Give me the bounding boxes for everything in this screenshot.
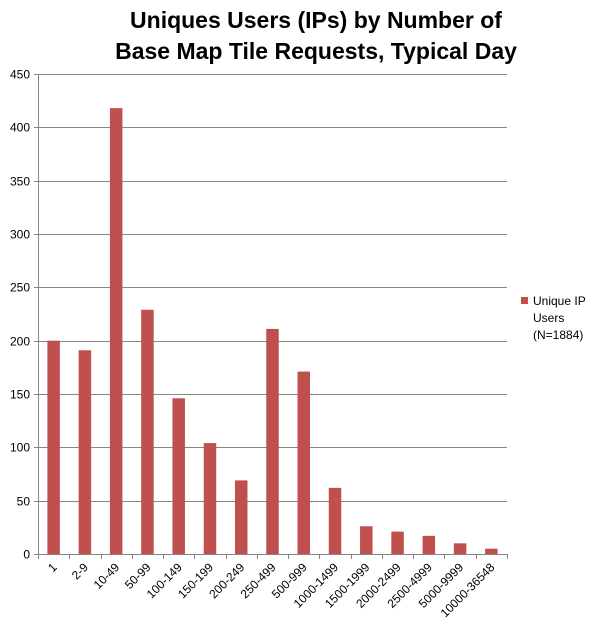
bar xyxy=(297,371,311,554)
y-tick-label: 50 xyxy=(17,495,31,509)
y-tick-label: 400 xyxy=(10,121,30,135)
legend: Unique IP Users (N=1884) xyxy=(521,294,586,342)
y-tick-label: 0 xyxy=(23,548,30,562)
bar xyxy=(172,398,185,554)
y-tick-label: 100 xyxy=(10,441,30,455)
legend-swatch xyxy=(521,297,528,304)
y-tick-label: 300 xyxy=(10,228,30,242)
bar xyxy=(109,108,123,554)
x-tick-label: 1 xyxy=(45,560,60,575)
bar xyxy=(328,487,342,554)
bars xyxy=(47,108,498,554)
bar xyxy=(266,328,279,554)
y-tick-label: 200 xyxy=(10,335,30,349)
y-tick-label: 250 xyxy=(10,281,30,295)
bar xyxy=(360,526,373,554)
bar xyxy=(391,531,404,554)
y-axis: 0 50 100 150 200 250 300 350 400 450 xyxy=(10,68,39,562)
bar xyxy=(47,340,60,554)
y-tick-label: 350 xyxy=(10,175,30,189)
bar xyxy=(422,535,436,554)
y-tick-label: 150 xyxy=(10,388,30,402)
bar xyxy=(78,350,92,554)
x-tick-label: 10-49 xyxy=(91,560,123,592)
chart-title-line-1: Uniques Users (IPs) by Number of xyxy=(130,7,502,33)
bar xyxy=(485,548,498,554)
chart-title-line-2: Base Map Tile Requests, Typical Day xyxy=(115,38,517,64)
x-axis: 1 2-9 10-49 50-99100-149150-199200-249250-4… xyxy=(38,554,508,620)
bar xyxy=(453,543,467,554)
x-tick-label: 2-9 xyxy=(69,560,91,582)
legend-label: Unique IP xyxy=(533,294,586,308)
legend-label: (N=1884) xyxy=(533,328,583,342)
legend-label: Users xyxy=(533,311,564,325)
bar xyxy=(234,480,248,554)
y-tick-label: 450 xyxy=(10,68,30,82)
bar xyxy=(203,443,217,554)
bar xyxy=(141,309,154,554)
